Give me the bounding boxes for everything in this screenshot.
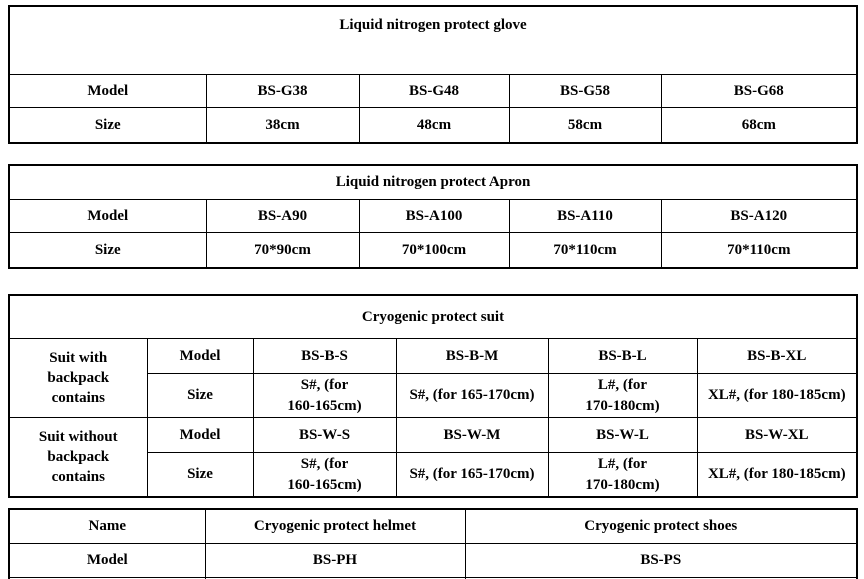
cell-value: 70*110cm bbox=[660, 232, 858, 269]
row-header-model: Model bbox=[8, 74, 207, 108]
cell-value: BS-G68 bbox=[660, 74, 858, 108]
table-row: Cryogenic protect suit bbox=[8, 294, 858, 339]
cell-value: 70*90cm bbox=[205, 232, 360, 269]
table-row: Model BS-A90 BS-A100 BS-A110 BS-A120 bbox=[8, 199, 858, 233]
cell-value: BS-B-M bbox=[395, 338, 549, 374]
cell-value: 70*100cm bbox=[358, 232, 510, 269]
cell-value: XL#, (for 180-185cm) bbox=[696, 452, 858, 498]
table-row: Suit with backpack contains Model BS-B-S… bbox=[8, 338, 858, 418]
row-header-size: Size bbox=[146, 373, 254, 418]
table-row: Model BS-G38 BS-G48 BS-G58 BS-G68 bbox=[8, 74, 858, 108]
cell-value: BS-PS bbox=[464, 543, 858, 578]
row-header-name: Name bbox=[8, 508, 206, 544]
cell-value: BS-G48 bbox=[358, 74, 510, 108]
suit-group-label: Suit with backpack contains bbox=[8, 338, 148, 418]
cell-value: S#, (for 165-170cm) bbox=[395, 373, 549, 418]
row-header-size: Size bbox=[8, 232, 207, 269]
row-header-model: Model bbox=[8, 543, 206, 578]
table-row: Size S#, (for 160-165cm) S#, (for 165-17… bbox=[9, 452, 858, 498]
cell-value: BS-W-L bbox=[547, 417, 698, 453]
cell-value: 48cm bbox=[358, 107, 510, 144]
cell-value: BS-W-M bbox=[395, 417, 549, 453]
table-title: Liquid nitrogen protect Apron bbox=[8, 164, 858, 200]
table-title: Liquid nitrogen protect glove bbox=[8, 5, 858, 75]
table-row: Size S#, (for 160-165cm) S#, (for 165-17… bbox=[9, 373, 858, 418]
table-glove: Liquid nitrogen protect glove Model BS-G… bbox=[8, 5, 859, 144]
table-row: Size Common-use size 40#，41#，42#，43#，44# bbox=[8, 577, 858, 579]
row-header-size: Size bbox=[8, 107, 207, 144]
cell-value: BS-B-L bbox=[547, 338, 698, 374]
table-helmet-shoes: Name Cryogenic protect helmet Cryogenic … bbox=[8, 508, 858, 579]
cell-value: BS-PH bbox=[204, 543, 466, 578]
cell-value: BS-A100 bbox=[358, 199, 510, 233]
cell-value: BS-G38 bbox=[205, 74, 360, 108]
cell-value: 68cm bbox=[660, 107, 858, 144]
table-apron: Liquid nitrogen protect Apron Model BS-A… bbox=[8, 164, 859, 269]
table-row: Liquid nitrogen protect glove bbox=[8, 5, 858, 75]
table-row: Size 70*90cm 70*100cm 70*110cm 70*110cm bbox=[8, 232, 858, 269]
row-header-model: Model bbox=[146, 417, 254, 453]
row-header-model: Model bbox=[8, 199, 207, 233]
table-row: Size 38cm 48cm 58cm 68cm bbox=[8, 107, 858, 144]
cell-value: 38cm bbox=[205, 107, 360, 144]
cell-value: S#, (for 165-170cm) bbox=[395, 452, 549, 498]
cell-value: 58cm bbox=[508, 107, 662, 144]
row-header-size: Size bbox=[146, 452, 254, 498]
cell-value: S#, (for 160-165cm) bbox=[252, 373, 397, 418]
suit-group-label: Suit without backpack contains bbox=[8, 417, 148, 498]
cell-value: Cryogenic protect helmet bbox=[204, 508, 466, 544]
cell-value: BS-A90 bbox=[205, 199, 360, 233]
cell-value: L#, (for 170-180cm) bbox=[547, 452, 698, 498]
cell-value: S#, (for 160-165cm) bbox=[252, 452, 397, 498]
cell-value: BS-G58 bbox=[508, 74, 662, 108]
cell-value: BS-B-XL bbox=[696, 338, 858, 374]
table-row: Model BS-PH BS-PS bbox=[8, 543, 858, 578]
cell-value: 70*110cm bbox=[508, 232, 662, 269]
cell-value: BS-W-S bbox=[252, 417, 397, 453]
cell-value: BS-A120 bbox=[660, 199, 858, 233]
cell-value: 40#，41#，42#，43#，44# bbox=[464, 577, 858, 579]
cell-value: XL#, (for 180-185cm) bbox=[696, 373, 858, 418]
table-row: Suit without backpack contains Model BS-… bbox=[8, 417, 858, 498]
cell-value: BS-A110 bbox=[508, 199, 662, 233]
cell-value: L#, (for 170-180cm) bbox=[547, 373, 698, 418]
table-title: Cryogenic protect suit bbox=[8, 294, 858, 339]
table-row: Liquid nitrogen protect Apron bbox=[8, 164, 858, 200]
table-suit: Cryogenic protect suit Suit with backpac… bbox=[8, 294, 859, 498]
row-header-model: Model bbox=[146, 338, 254, 374]
cell-value: BS-W-XL bbox=[696, 417, 858, 453]
table-row: Name Cryogenic protect helmet Cryogenic … bbox=[8, 508, 858, 544]
cell-value: Cryogenic protect shoes bbox=[464, 508, 858, 544]
cell-value: BS-B-S bbox=[252, 338, 397, 374]
